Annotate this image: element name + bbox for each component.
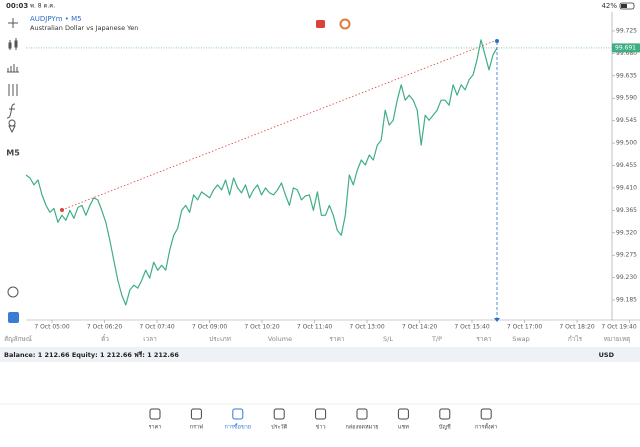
indicators-icon[interactable] bbox=[7, 64, 19, 73]
tab-label[interactable]: ข่าว bbox=[316, 425, 326, 431]
tab-icon[interactable] bbox=[273, 408, 285, 420]
tab-label[interactable]: แชท bbox=[398, 424, 409, 431]
tab-icon[interactable] bbox=[439, 408, 451, 420]
column-header[interactable]: ราคา bbox=[329, 335, 344, 343]
balance-row bbox=[0, 347, 640, 362]
buy-sell-icon[interactable] bbox=[316, 20, 325, 28]
column-header[interactable]: ราคา bbox=[476, 335, 491, 343]
timeframe[interactable]: M5 bbox=[6, 149, 20, 158]
crosshair-icon[interactable] bbox=[8, 18, 18, 28]
x-tick-label: 7 Oct 13:00 bbox=[349, 324, 384, 331]
y-tick-label: 99.365 bbox=[616, 207, 637, 214]
x-tick-label: 7 Oct 19:40 bbox=[601, 324, 636, 331]
price-line bbox=[25, 39, 498, 306]
tab-icon[interactable] bbox=[480, 408, 492, 420]
trade-marker bbox=[60, 208, 64, 212]
x-tick-label: 7 Oct 18:20 bbox=[559, 324, 594, 331]
current-time-arrow bbox=[494, 318, 500, 322]
y-tick-label: 99.230 bbox=[616, 274, 637, 281]
y-tick-label: 99.635 bbox=[616, 72, 637, 79]
status-date: พ. 8 ต.ค. bbox=[30, 3, 55, 10]
tab-icon[interactable] bbox=[315, 408, 327, 420]
table-header bbox=[0, 332, 640, 346]
x-tick-label: 7 Oct 17:00 bbox=[507, 324, 542, 331]
y-tick-label: 99.455 bbox=[616, 162, 637, 169]
column-header[interactable]: ตั๋ว bbox=[101, 334, 109, 343]
x-tick-label: 7 Oct 15:40 bbox=[454, 324, 489, 331]
y-tick-label: 99.275 bbox=[616, 252, 637, 259]
tab-icon[interactable] bbox=[232, 408, 244, 420]
function-icon[interactable] bbox=[6, 103, 16, 119]
status-time: 00:03 bbox=[6, 2, 28, 10]
column-header[interactable]: T/P bbox=[431, 335, 442, 343]
status-battery: 42% bbox=[601, 2, 617, 10]
tab-icon[interactable] bbox=[149, 408, 161, 420]
y-tick-label: 99.410 bbox=[616, 184, 637, 191]
tab-label[interactable]: กราฟ bbox=[190, 424, 203, 431]
column-header[interactable]: เวลา bbox=[143, 335, 157, 343]
trade-icon[interactable] bbox=[8, 312, 19, 323]
x-tick-label: 7 Oct 14:20 bbox=[402, 324, 437, 331]
tab-label[interactable]: ราคา bbox=[149, 425, 162, 431]
y-tick-label: 99.185 bbox=[616, 297, 637, 304]
objects-icon[interactable] bbox=[8, 119, 16, 134]
y-tick-label: 99.500 bbox=[616, 140, 637, 147]
current-price-box bbox=[612, 43, 640, 53]
current-price-label: 99.691 bbox=[615, 44, 636, 51]
tab-icon[interactable] bbox=[190, 408, 202, 420]
column-header[interactable]: กำไร bbox=[568, 335, 583, 343]
battery-level bbox=[621, 4, 627, 8]
tab-label[interactable]: การตั้งค่า bbox=[475, 423, 497, 431]
column-header[interactable]: หมายเหตุ bbox=[604, 335, 631, 343]
column-header[interactable]: สัญลักษณ์ bbox=[4, 335, 32, 343]
battery-icon bbox=[619, 2, 635, 10]
tab-icon[interactable] bbox=[397, 408, 409, 420]
y-tick-label: 99.680 bbox=[616, 50, 637, 57]
y-tick-label: 99.545 bbox=[616, 117, 637, 124]
left-toolbar bbox=[6, 18, 19, 298]
candles-icon[interactable] bbox=[8, 38, 18, 50]
balance-text: Balance: 1 212.66 Equity: 1 212.66 ฟรี: … bbox=[4, 351, 179, 359]
chart-symbol: AUDJPYm • M5 bbox=[30, 15, 82, 23]
column-header[interactable]: ประเภท bbox=[209, 335, 231, 343]
x-tick-label: 7 Oct 05:00 bbox=[34, 324, 69, 331]
zoom-icon[interactable] bbox=[7, 286, 19, 298]
current-time-marker bbox=[495, 39, 499, 43]
tab-icon[interactable] bbox=[356, 408, 368, 420]
trade-line bbox=[61, 39, 498, 211]
column-header[interactable]: Swap bbox=[512, 335, 530, 343]
y-tick-label: 99.590 bbox=[616, 95, 637, 102]
y-tick-label: 99.320 bbox=[616, 229, 637, 236]
balance-currency: USD bbox=[599, 351, 615, 359]
tab-label[interactable]: ประวัติ bbox=[271, 424, 287, 431]
tab-label[interactable]: การซื้อขาย bbox=[225, 423, 251, 431]
settings-icon[interactable] bbox=[8, 84, 18, 96]
tab-label[interactable]: กล่องจดหมาย bbox=[345, 425, 378, 431]
one-click-icon[interactable] bbox=[339, 18, 351, 30]
x-tick-label: 7 Oct 07:40 bbox=[139, 324, 174, 331]
tab-label[interactable]: บัญชี bbox=[439, 424, 451, 431]
column-header[interactable]: Volume bbox=[268, 335, 292, 343]
x-tick-label: 7 Oct 11:40 bbox=[297, 324, 332, 331]
y-tick-label: 99.725 bbox=[616, 27, 637, 34]
x-tick-label: 7 Oct 09:00 bbox=[192, 324, 227, 331]
x-tick-label: 7 Oct 10:20 bbox=[244, 324, 279, 331]
column-header[interactable]: S/L bbox=[383, 335, 393, 343]
chart-description: Australian Dollar vs Japanese Yen bbox=[30, 24, 138, 32]
x-tick-label: 7 Oct 06:20 bbox=[87, 324, 122, 331]
